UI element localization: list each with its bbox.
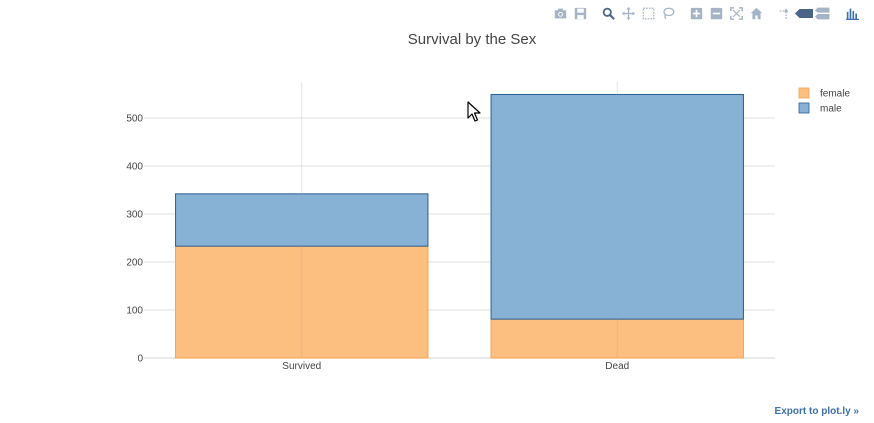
legend-swatch-female[interactable] xyxy=(798,87,810,99)
legend-swatch-male[interactable] xyxy=(798,102,810,114)
bar-layer xyxy=(175,93,744,359)
zoom-out-icon[interactable] xyxy=(706,5,726,21)
vertical-grid-layer xyxy=(301,82,618,358)
spike-lines-icon[interactable] xyxy=(774,5,794,21)
modebar-group-logo xyxy=(842,5,862,21)
modebar-group-drag xyxy=(598,5,678,21)
modebar-group-export xyxy=(550,5,590,21)
hover-compare-icon[interactable] xyxy=(814,5,834,21)
export-to-plotly-link[interactable]: Export to plot.ly » xyxy=(774,406,859,417)
axis-layer: 0 100 200 300 400 500 Survived Dead xyxy=(126,114,629,373)
bar-female-survived[interactable] xyxy=(175,245,429,359)
camera-icon[interactable] xyxy=(550,5,570,21)
x-tick-label: Survived xyxy=(282,361,321,372)
legend-label-male[interactable]: male xyxy=(820,104,842,115)
pan-icon[interactable] xyxy=(618,5,638,21)
bar-male-dead[interactable] xyxy=(490,93,744,320)
modebar-group-hover xyxy=(774,5,834,21)
y-tick-label: 200 xyxy=(126,258,143,269)
modebar xyxy=(542,5,862,21)
y-tick-label: 0 xyxy=(137,354,143,365)
y-tick-label: 500 xyxy=(126,114,143,125)
y-tick-label: 400 xyxy=(126,162,143,173)
hover-closest-icon[interactable] xyxy=(794,5,814,21)
mouse-cursor-icon xyxy=(467,101,481,122)
bar-male-survived[interactable] xyxy=(175,193,429,247)
lasso-icon[interactable] xyxy=(658,5,678,21)
plotly-logo-icon[interactable] xyxy=(842,5,862,21)
legend-label-female[interactable]: female xyxy=(820,89,850,100)
x-tick-label: Dead xyxy=(605,361,629,372)
bar-female-dead[interactable] xyxy=(490,318,744,359)
legend: female male xyxy=(798,87,850,115)
box-select-icon[interactable] xyxy=(638,5,658,21)
save-icon[interactable] xyxy=(570,5,590,21)
chart-title: Survival by the Sex xyxy=(408,31,537,48)
y-tick-label: 100 xyxy=(126,306,143,317)
reset-axes-icon[interactable] xyxy=(746,5,766,21)
zoom-in-icon[interactable] xyxy=(686,5,706,21)
zoom-icon[interactable] xyxy=(598,5,618,21)
y-tick-label: 300 xyxy=(126,210,143,221)
modebar-group-zoom xyxy=(686,5,766,21)
autoscale-icon[interactable] xyxy=(726,5,746,21)
